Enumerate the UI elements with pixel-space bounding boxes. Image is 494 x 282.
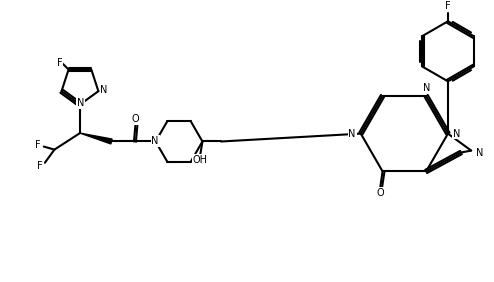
Text: F: F — [37, 161, 43, 171]
Text: F: F — [445, 1, 451, 11]
Text: N: N — [476, 148, 484, 158]
Text: N: N — [152, 136, 159, 146]
Text: O: O — [376, 188, 384, 198]
Text: N: N — [423, 83, 431, 93]
Text: O: O — [132, 114, 139, 124]
Polygon shape — [80, 133, 112, 144]
Text: OH: OH — [193, 155, 207, 165]
Text: N: N — [348, 129, 356, 139]
Text: N: N — [77, 98, 84, 108]
Text: F: F — [35, 140, 41, 150]
Text: F: F — [57, 58, 63, 68]
Text: N: N — [100, 85, 108, 95]
Text: N: N — [453, 129, 460, 139]
Text: N: N — [152, 136, 159, 146]
